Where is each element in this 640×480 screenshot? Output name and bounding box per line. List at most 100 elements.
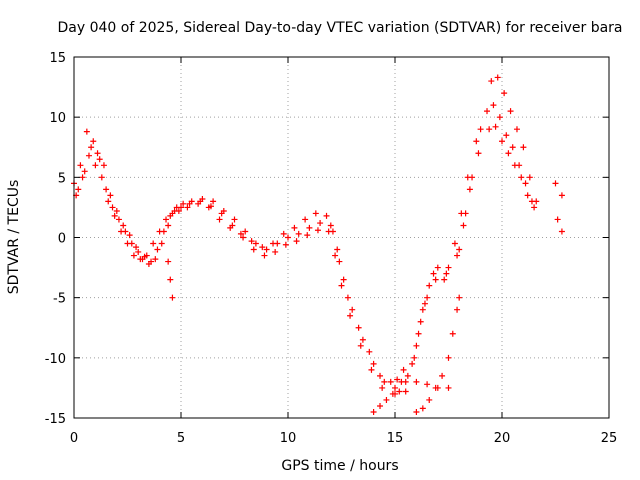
data-point: [216, 216, 223, 223]
data-point: [377, 372, 384, 379]
data-point: [210, 198, 217, 205]
y-tick-label: -5: [53, 292, 66, 307]
data-point: [137, 256, 144, 263]
data-point: [165, 222, 172, 229]
data-point: [477, 126, 484, 133]
data-point: [259, 244, 266, 251]
data-point: [392, 390, 398, 397]
data-point: [503, 132, 510, 139]
data-point: [242, 228, 249, 235]
data-point: [552, 180, 559, 187]
data-points: [71, 74, 565, 415]
data-point: [98, 174, 105, 181]
y-tick-label: -10: [45, 352, 66, 367]
y-tick-label: 10: [49, 111, 66, 126]
data-point: [513, 126, 520, 133]
data-point: [83, 128, 90, 135]
data-point: [419, 306, 426, 313]
y-tick-label: 5: [58, 171, 66, 186]
y-tick-label: 15: [49, 51, 66, 66]
data-point: [336, 258, 343, 265]
data-point: [451, 240, 458, 247]
data-point: [454, 252, 461, 259]
data-point: [126, 232, 133, 239]
data-point: [366, 348, 373, 355]
data-point: [494, 74, 501, 81]
data-point: [381, 378, 388, 385]
data-point: [293, 238, 300, 245]
data-point: [85, 152, 92, 159]
x-tick-label: 5: [177, 431, 185, 446]
data-point: [334, 246, 341, 253]
data-point: [118, 228, 125, 235]
data-point: [456, 246, 463, 253]
data-point: [528, 198, 535, 205]
data-point: [90, 138, 97, 145]
data-point: [304, 232, 311, 239]
data-series: [71, 74, 565, 391]
data-point: [186, 200, 193, 207]
data-point: [439, 372, 446, 379]
data-point: [417, 318, 424, 325]
data-point: [421, 300, 428, 307]
data-point: [466, 186, 473, 193]
data-point: [79, 174, 86, 181]
data-point: [154, 246, 161, 253]
data-point: [96, 156, 103, 163]
data-series: [165, 258, 463, 415]
data-point: [458, 210, 465, 217]
data-point: [240, 234, 247, 241]
data-point: [400, 366, 407, 373]
data-point: [135, 248, 142, 255]
data-point: [120, 222, 127, 229]
data-point: [323, 212, 330, 219]
data-point: [486, 126, 493, 133]
data-point: [413, 408, 420, 415]
data-point: [432, 276, 439, 283]
data-point: [505, 150, 512, 157]
data-point: [394, 376, 401, 383]
data-point: [518, 174, 525, 181]
data-point: [411, 354, 418, 361]
y-tick-label: -15: [45, 412, 66, 427]
data-point: [520, 144, 527, 151]
data-point: [250, 246, 257, 253]
data-point: [524, 192, 531, 199]
data-point: [383, 396, 390, 403]
data-point: [357, 342, 364, 349]
data-point: [227, 224, 234, 231]
data-point: [124, 240, 131, 247]
data-point: [558, 192, 565, 199]
data-point: [445, 264, 452, 271]
x-tick-label: 20: [494, 431, 511, 446]
data-point: [218, 210, 225, 217]
data-point: [419, 405, 426, 412]
data-point: [379, 384, 386, 391]
data-point: [426, 282, 433, 289]
data-point: [370, 408, 377, 415]
data-point: [501, 90, 508, 97]
data-point: [261, 252, 268, 259]
data-point: [445, 354, 452, 361]
data-point: [312, 210, 319, 217]
data-point: [496, 114, 503, 121]
x-tick-label: 10: [280, 431, 297, 446]
data-point: [349, 306, 356, 313]
data-point: [105, 198, 112, 205]
data-point: [475, 150, 482, 157]
data-point: [368, 366, 375, 373]
data-point: [314, 227, 321, 234]
data-point: [426, 396, 433, 403]
data-point: [404, 372, 411, 379]
data-point: [169, 210, 176, 217]
data-point: [507, 108, 514, 115]
data-point: [111, 212, 118, 219]
chart-title: Day 040 of 2025, Sidereal Day-to-day VTE…: [57, 20, 622, 36]
data-point: [167, 276, 174, 283]
data-point: [169, 294, 176, 301]
data-point: [516, 162, 523, 169]
y-axis-label: SDTVAR / TECUs: [6, 180, 22, 295]
data-point: [152, 256, 159, 263]
data-point: [133, 244, 140, 251]
data-point: [270, 240, 277, 247]
